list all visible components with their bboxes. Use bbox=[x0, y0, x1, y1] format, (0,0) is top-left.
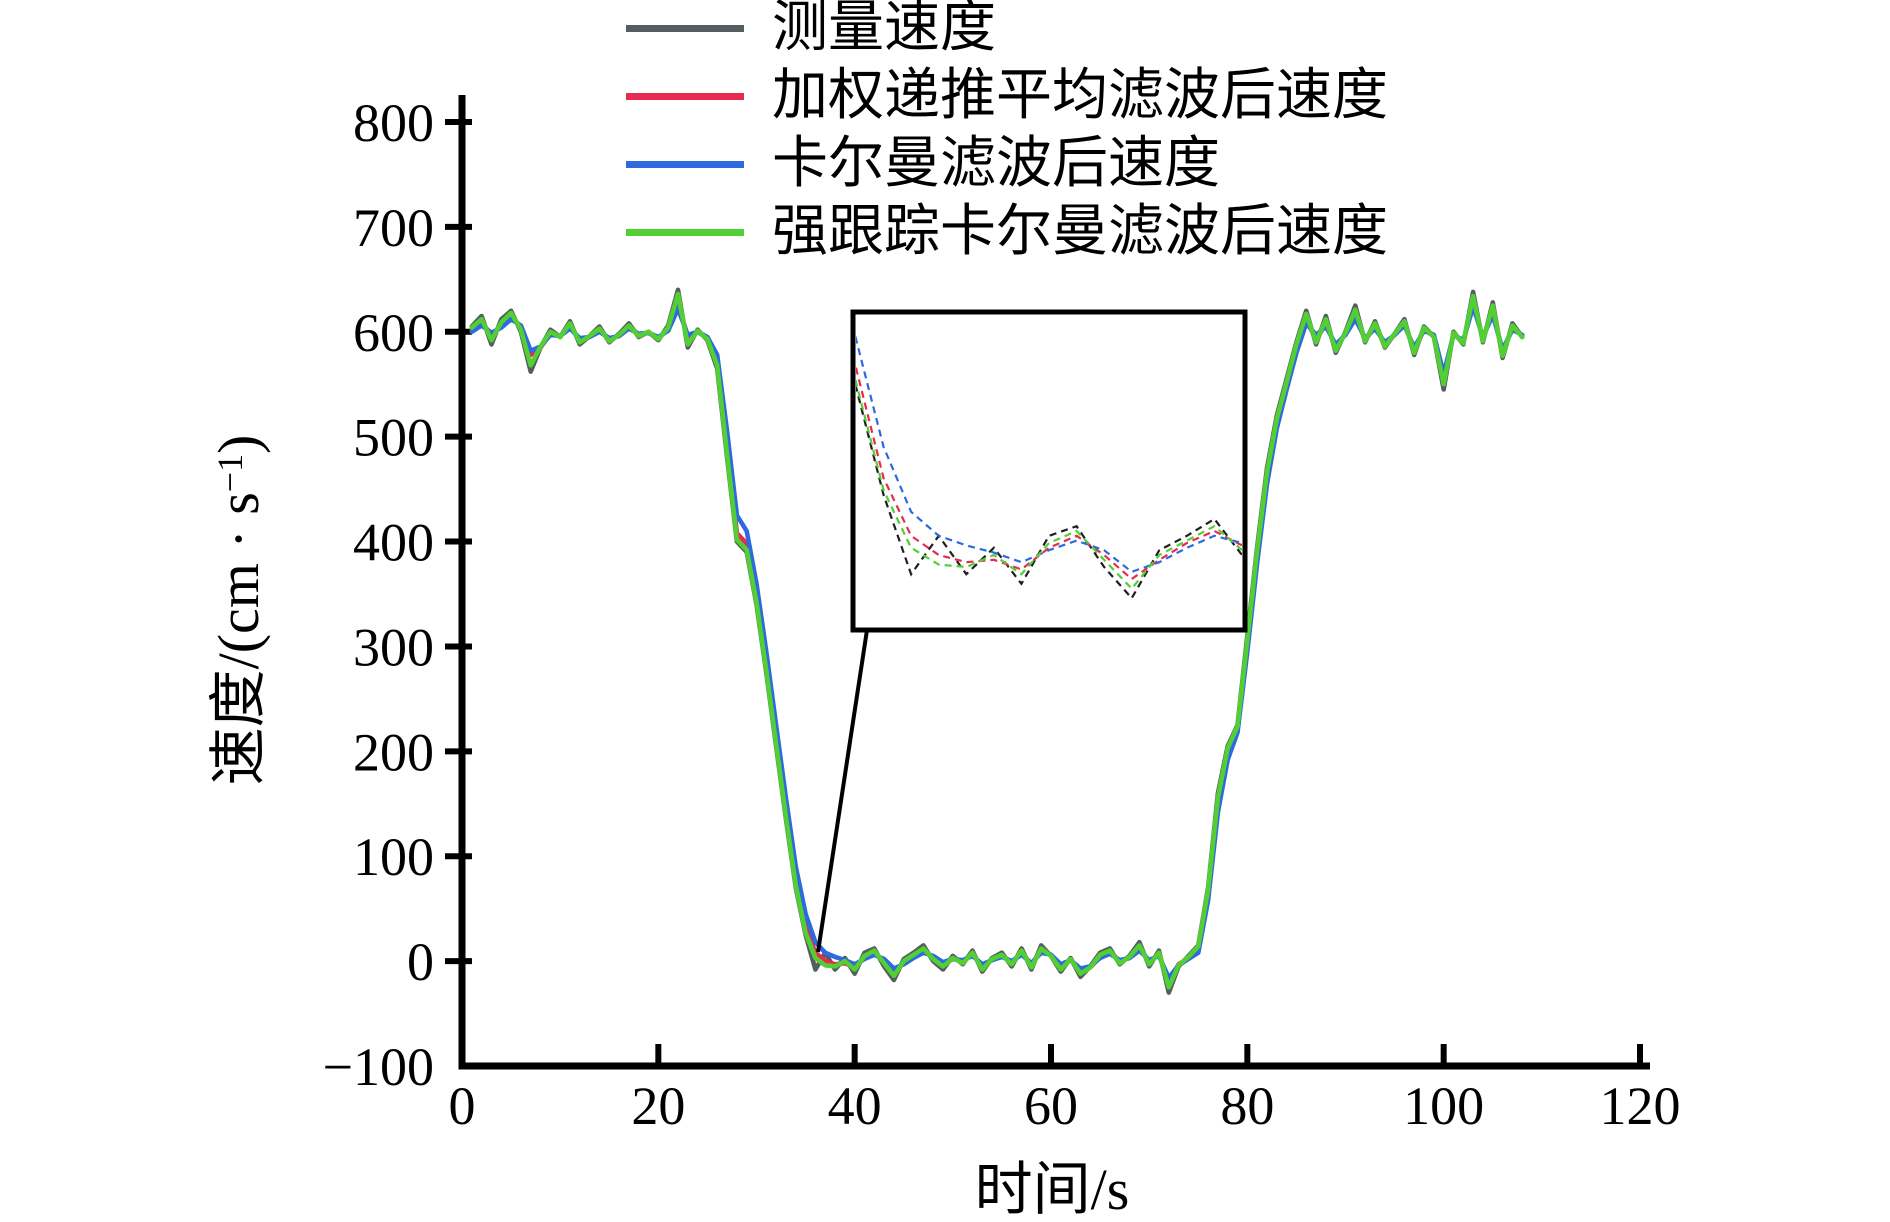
legend-item-measured: 测量速度 bbox=[626, 0, 1388, 62]
weighted-avg-filter-line-swatch bbox=[626, 92, 744, 100]
y-tick-label: −100 bbox=[323, 1037, 434, 1097]
tick-labels-group: 0 20 40 60 80 100 120−100010020030040050060070… bbox=[323, 93, 1681, 1136]
kalman-filter-line-swatch bbox=[626, 160, 744, 168]
x-tick-label: 20 bbox=[631, 1076, 685, 1136]
x-tick-label: 100 bbox=[1403, 1076, 1484, 1136]
legend-label-strong-tracking-kalman: 强跟踪卡尔曼滤波后速度 bbox=[772, 201, 1388, 263]
x-tick-label: 0 bbox=[449, 1076, 476, 1136]
x-axis-title: 时间/s bbox=[974, 1157, 1130, 1222]
strong-tracking-kalman-line-swatch bbox=[626, 228, 744, 236]
measured-line-swatch bbox=[626, 24, 744, 32]
y-axis-title-prefix: 速度/(cm · s bbox=[206, 492, 271, 786]
inset-group bbox=[850, 309, 1248, 633]
legend: 测量速度 加权递推平均滤波后速度 卡尔曼滤波后速度 强跟踪卡尔曼滤波后速度 bbox=[626, 0, 1388, 266]
y-tick-label: 700 bbox=[353, 198, 434, 258]
x-tick-label: 40 bbox=[828, 1076, 882, 1136]
y-axis-title-suffix: ) bbox=[206, 434, 271, 454]
y-tick-label: 0 bbox=[407, 932, 434, 992]
inset-box bbox=[850, 309, 1248, 633]
x-tick-label: 80 bbox=[1220, 1076, 1274, 1136]
x-tick-label: 60 bbox=[1024, 1076, 1078, 1136]
inset-kalman-line bbox=[856, 332, 1242, 574]
axes-group bbox=[445, 95, 1650, 1070]
y-tick-label: 300 bbox=[353, 617, 434, 677]
legend-label-measured: 测量速度 bbox=[772, 0, 996, 59]
legend-item-strong-tracking-kalman: 强跟踪卡尔曼滤波后速度 bbox=[626, 198, 1388, 266]
y-tick-label: 400 bbox=[353, 513, 434, 573]
y-tick-label: 600 bbox=[353, 303, 434, 363]
y-axis-title: 速度/(cm · s−1) bbox=[191, 435, 275, 786]
inset-measured-line bbox=[856, 380, 1242, 601]
y-tick-label: 200 bbox=[353, 722, 434, 782]
x-tick-label: 120 bbox=[1600, 1076, 1681, 1136]
y-tick-label: 100 bbox=[353, 827, 434, 887]
inset-connector-group bbox=[816, 629, 869, 953]
legend-label-kalman-filter: 卡尔曼滤波后速度 bbox=[772, 133, 1220, 195]
y-axis-title-superscript: −1 bbox=[210, 453, 250, 493]
legend-label-weighted-avg-filter: 加权递推平均滤波后速度 bbox=[772, 65, 1388, 127]
legend-item-kalman-filter: 卡尔曼滤波后速度 bbox=[626, 130, 1388, 198]
inset-connector-line bbox=[816, 629, 869, 953]
y-tick-label: 500 bbox=[353, 408, 434, 468]
inset-weighted-avg-line bbox=[856, 361, 1242, 581]
y-tick-label: 800 bbox=[353, 93, 434, 153]
series-group bbox=[469, 287, 1525, 995]
strong-tracking-kalman-line bbox=[469, 291, 1525, 990]
legend-item-weighted-avg-filter: 加权递推平均滤波后速度 bbox=[626, 62, 1388, 130]
inset-strong-tracking-line bbox=[856, 375, 1242, 591]
